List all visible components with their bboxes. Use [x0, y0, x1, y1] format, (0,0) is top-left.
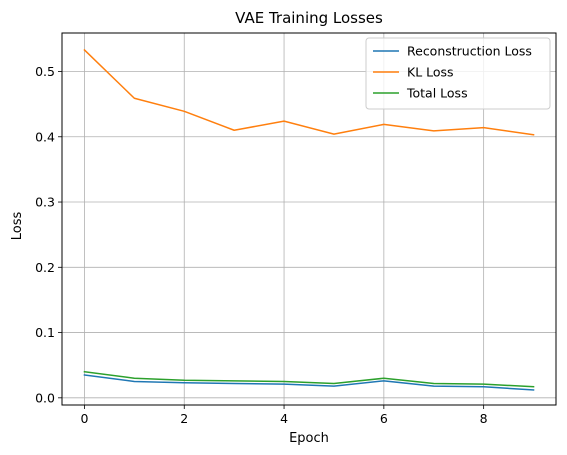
plot-frame — [61, 32, 557, 406]
y-tick-label: 0.3 — [35, 195, 55, 210]
x-tick-label: 0 — [80, 411, 88, 426]
grid — [62, 33, 556, 405]
y-tick-label: 0.2 — [35, 260, 55, 275]
x-tick-label: 4 — [280, 411, 288, 426]
x-axis-ticks: 0 2 4 6 8 — [80, 405, 488, 426]
series-line-1 — [83, 48, 535, 136]
series-line-0 — [83, 374, 535, 391]
legend: Reconstruction Loss KL Loss Total Loss — [365, 37, 551, 110]
y-axis-ticks: 0.0 0.1 0.2 0.3 0.4 0.5 — [35, 64, 62, 405]
legend-label: Total Loss — [406, 86, 468, 101]
legend-box — [365, 37, 551, 110]
x-tick-label: 2 — [180, 411, 188, 426]
series-lines — [83, 48, 535, 391]
y-tick-label: 0.1 — [35, 325, 55, 340]
legend-label: Reconstruction Loss — [407, 44, 532, 59]
chart-title: VAE Training Losses — [235, 9, 383, 27]
series-line-2 — [83, 370, 535, 388]
legend-label: KL Loss — [407, 65, 454, 80]
x-tick-label: 8 — [480, 411, 488, 426]
x-tick-label: 6 — [380, 411, 388, 426]
y-tick-label: 0.5 — [35, 64, 55, 79]
x-axis-label: Epoch — [289, 431, 329, 446]
y-axis-label: Loss — [10, 212, 25, 241]
y-tick-label: 0.0 — [35, 390, 55, 405]
y-tick-label: 0.4 — [35, 129, 55, 144]
